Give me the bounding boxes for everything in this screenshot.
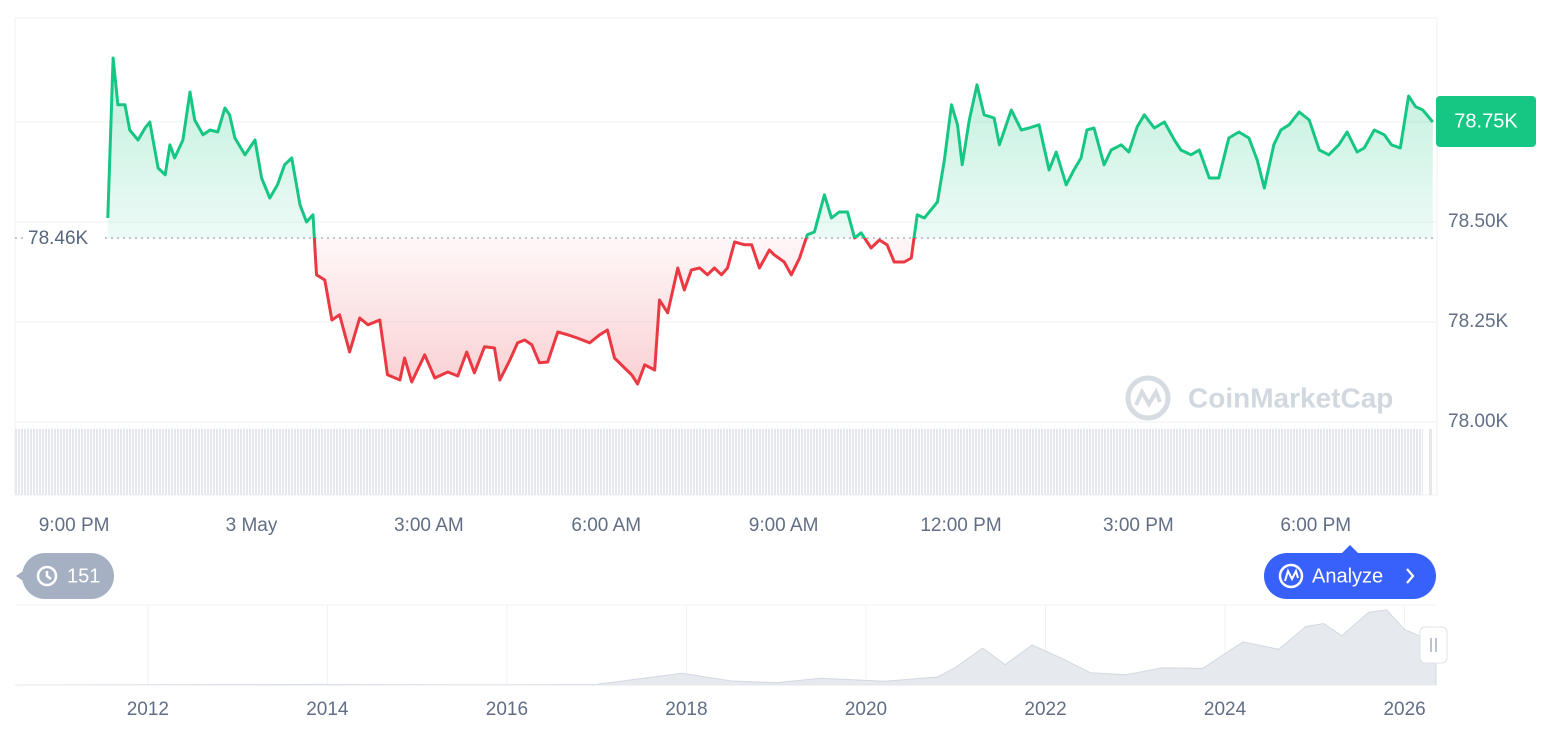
x-tick-label: 2018: [665, 699, 707, 720]
x-tick-label: 9:00 AM: [749, 515, 819, 536]
baseline-label: 78.46K: [28, 228, 89, 249]
x-tick-label: 3:00 PM: [1103, 515, 1174, 536]
y-tick-label: 78.50K: [1448, 211, 1509, 232]
analyze-icon-mark: [1284, 568, 1299, 582]
x-tick-label: 2016: [486, 699, 528, 720]
y-tick-label: 78.25K: [1448, 311, 1509, 332]
x-tick-label: 2024: [1204, 699, 1247, 720]
watermark-text: CoinMarketCap: [1188, 382, 1393, 413]
button-bg: [1264, 553, 1436, 599]
price-line: [106, 56, 1434, 386]
badge-bg: [22, 553, 114, 599]
x-tick-label: 2026: [1383, 699, 1425, 720]
y-tick-label: 78.00K: [1448, 411, 1509, 432]
clock-hands: [45, 571, 52, 580]
x-tick-label: 6:00 PM: [1280, 515, 1351, 536]
analyze-icon: [1278, 563, 1304, 589]
analyze-button[interactable]: Analyze: [1264, 545, 1436, 599]
x-tick-label: 12:00 PM: [920, 515, 1001, 536]
volume-bar: [1429, 429, 1432, 495]
navigator-handle[interactable]: [1419, 626, 1448, 664]
button-pointer: [1341, 545, 1359, 554]
chevron: [1406, 568, 1415, 584]
x-tick-label: 9:00 PM: [39, 515, 110, 536]
x-tick-label: 6:00 AM: [571, 515, 641, 536]
handle-bg: [1419, 626, 1448, 664]
price-badge-label: 78.75K: [1454, 110, 1518, 132]
x-tick-label: 2014: [306, 699, 349, 720]
x-tick-label: 3:00 AM: [394, 515, 464, 536]
baseline-label-bg: [24, 225, 104, 251]
x-tick-label: 2012: [127, 699, 169, 720]
history-badge[interactable]: 151: [16, 553, 114, 599]
x-tick-label: 2022: [1024, 699, 1066, 720]
watermark-logo: [1125, 375, 1171, 421]
analyze-label: Analyze: [1312, 565, 1383, 587]
history-count: 151: [67, 565, 100, 587]
volume-bars: [15, 429, 1423, 495]
price-badge: [1436, 96, 1536, 147]
x-tick-label: 2020: [845, 699, 887, 720]
area-fill: [107, 58, 1433, 384]
watermark-logo-mark: [1134, 387, 1162, 408]
clock-icon: [36, 565, 58, 587]
x-tick-label: 3 May: [226, 515, 278, 536]
navigator-area: [22, 609, 1437, 686]
watermark: CoinMarketCap: [1125, 375, 1393, 421]
